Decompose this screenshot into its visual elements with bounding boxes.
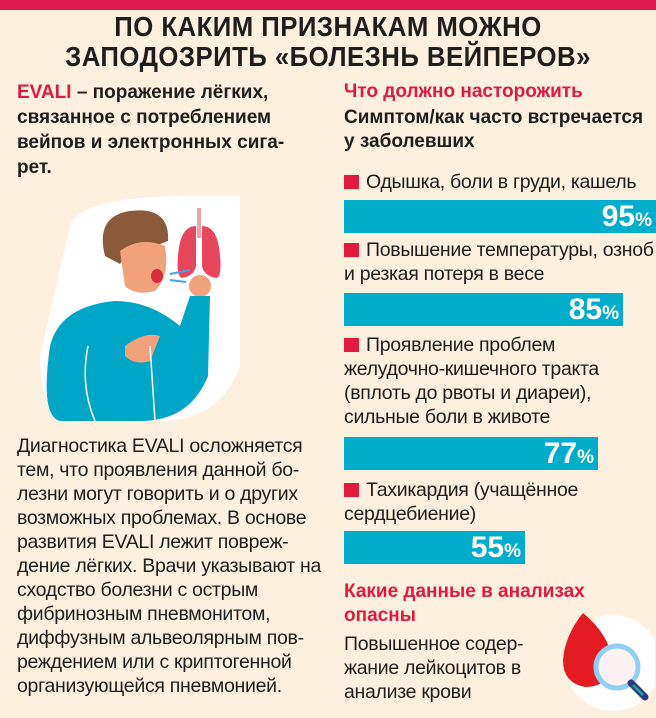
symptom-item: Тахикардия (учащённое сердцебиение): [344, 478, 656, 526]
analysis-text: Повышенное содер-жание лейкоцитов в анал…: [344, 633, 524, 703]
coughing-man-with-lungs-icon: [40, 196, 240, 422]
intro-definition: EVALI – поражение лёгких, связанное с по…: [17, 80, 317, 180]
title-line-2: ЗАПОДОЗРИТЬ «БОЛЕЗНЬ ВЕЙПЕРОВ»: [65, 41, 591, 72]
symptom-bar: 77%: [344, 437, 598, 470]
symptom-label: Тахикардия (учащённое сердцебиение): [344, 479, 579, 525]
percent-sign: %: [577, 447, 594, 468]
symptoms-header: Что должно насторожить Симптом/как часто…: [344, 80, 656, 154]
symptom-item: Проявление проблем желудочно-кишечного т…: [344, 333, 656, 429]
evali-term: EVALI: [17, 82, 72, 103]
percent-sign: %: [602, 303, 619, 324]
blood-drop-magnifier-icon: [563, 613, 655, 711]
symptom-label: Проявление проблем желудочно-кишечного т…: [344, 334, 599, 428]
evali-definition: – поражение лёгких, связанное с потребле…: [17, 82, 285, 178]
percent-sign: %: [504, 541, 521, 562]
symptoms-subheading: Симптом/как часто встречается у заболевш…: [344, 107, 644, 152]
diagnosis-text: Диагностика EVALI осложняется тем, что п…: [17, 435, 322, 697]
square-bullet-icon: [344, 338, 359, 352]
bar-value: 85: [568, 293, 603, 326]
symptom-label: Одышка, боли в груди, кашель: [366, 171, 637, 193]
bar-value: 55: [470, 531, 505, 564]
bar-value: 77: [543, 437, 578, 470]
top-accent-bar: [0, 0, 656, 10]
page-title: ПО КАКИМ ПРИЗНАКАМ МОЖНО ЗАПОДОЗРИТЬ «БО…: [26, 12, 630, 72]
square-bullet-icon: [344, 483, 359, 497]
title-line-1: ПО КАКИМ ПРИЗНАКАМ МОЖНО: [114, 11, 542, 42]
symptoms-heading: Что должно насторожить: [344, 81, 583, 102]
percent-sign: %: [635, 210, 652, 231]
square-bullet-icon: [344, 175, 359, 189]
symptom-item: Одышка, боли в груди, кашель: [344, 170, 656, 194]
symptom-bar: 55%: [344, 531, 525, 564]
square-bullet-icon: [344, 243, 359, 257]
bar-value: 95: [601, 200, 636, 233]
symptom-bar: 95%: [344, 200, 656, 233]
analysis-heading: Какие данные в анализах опасны: [344, 581, 585, 626]
symptom-label: Повышение температуры, озноб и резкая по…: [344, 239, 654, 285]
symptom-item: Повышение температуры, озноб и резкая по…: [344, 238, 656, 286]
symptom-bar: 85%: [344, 293, 623, 326]
